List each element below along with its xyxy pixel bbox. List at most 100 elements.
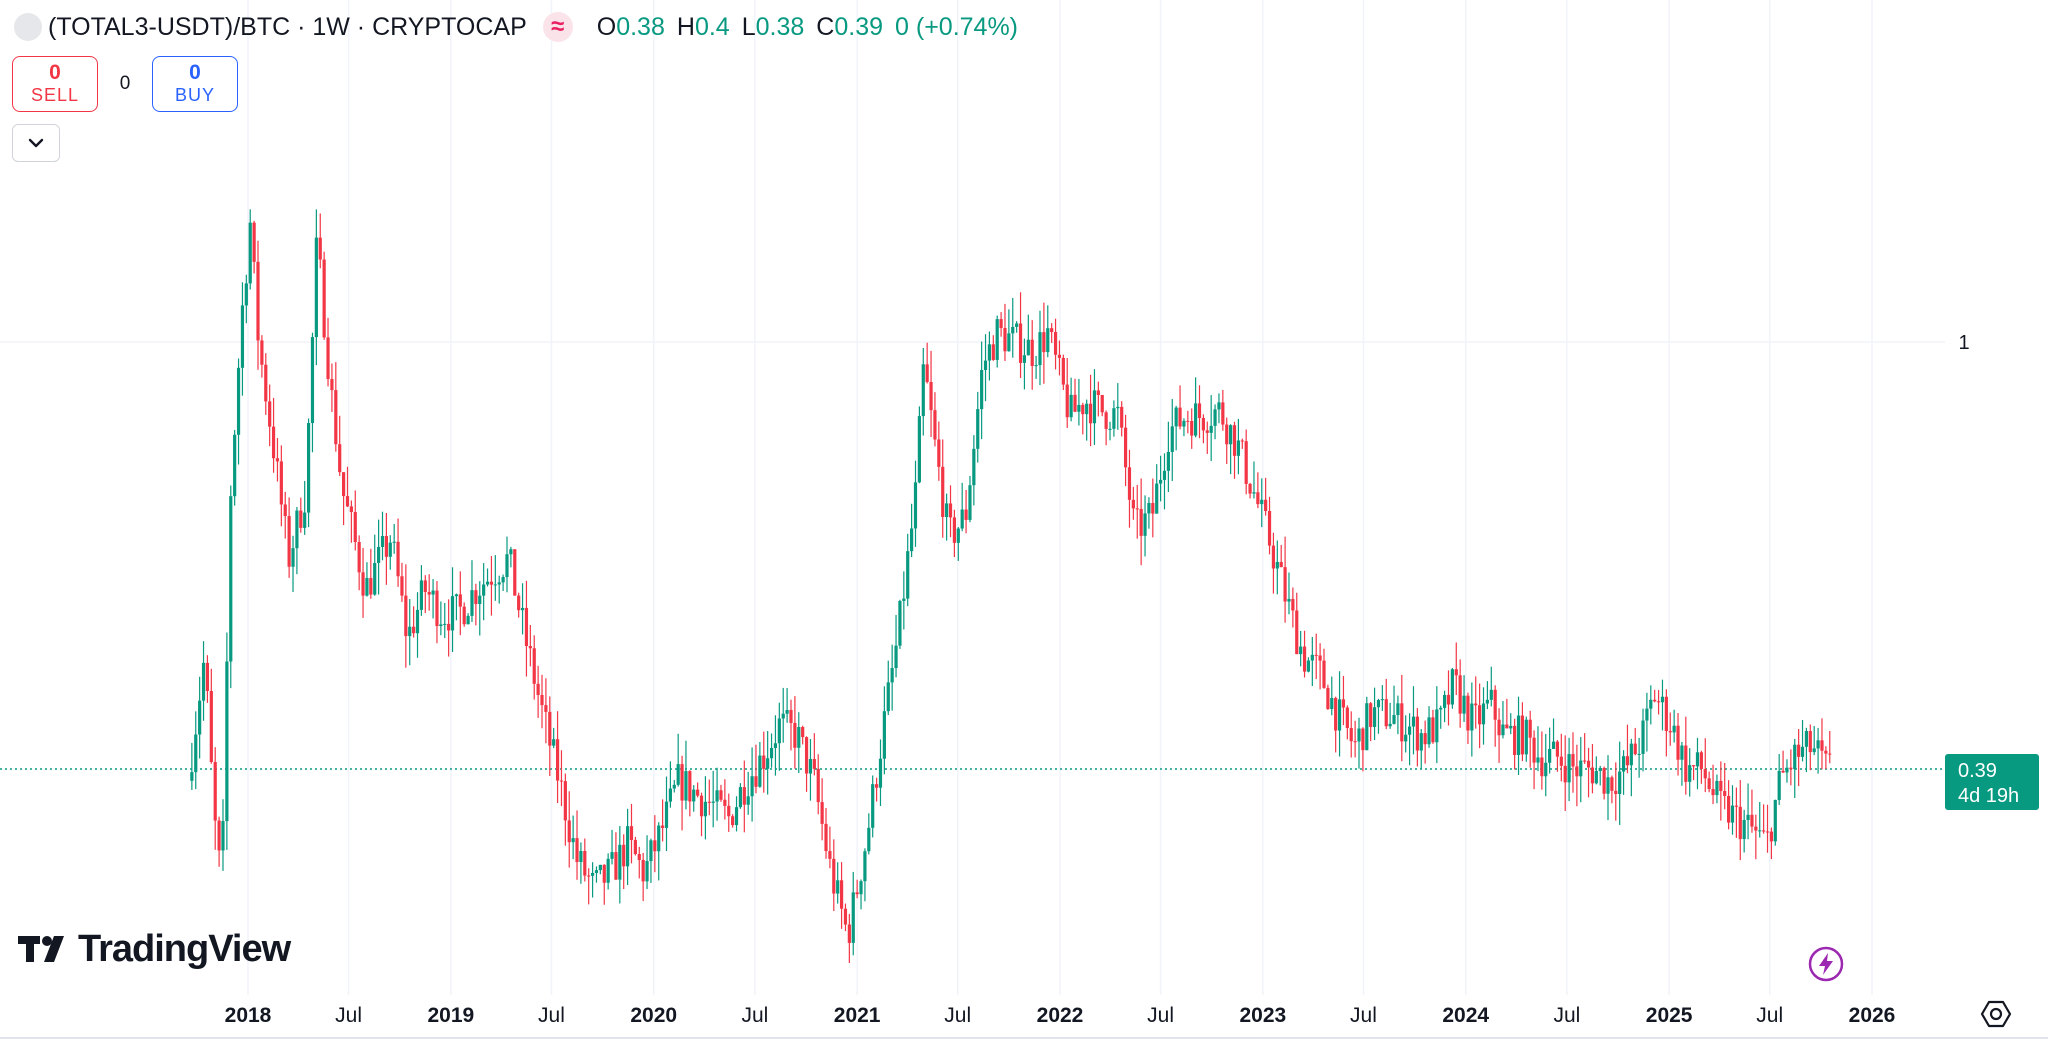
chart-header: (TOTAL3-USDT)/BTC · 1W · CRYPTOCAP ≈ O 0.… [14,8,1018,46]
buy-button[interactable]: 0 BUY [152,56,238,112]
candle-body [762,755,766,769]
candle-body [645,861,649,882]
candle-body [629,826,634,841]
candle-body [649,840,653,862]
candle-body [1738,806,1742,840]
candle-body [1691,765,1696,767]
candle-body [684,771,688,801]
sell-button[interactable]: 0 SELL [12,56,98,112]
candle-body [283,504,287,517]
candle-body [1407,726,1412,735]
candle-body [1715,780,1719,796]
candle-body [1217,402,1221,410]
candle-body [890,668,894,683]
candle-body [696,789,700,796]
candle-body [832,858,836,894]
symbol-title[interactable]: (TOTAL3-USDT)/BTC · 1W · CRYPTOCAP [48,12,527,41]
candle-body [1656,701,1661,703]
candle-body [1699,752,1703,770]
x-tick-label: 2020 [630,1004,677,1027]
approx-equals-icon[interactable]: ≈ [542,12,573,42]
candle-body [1411,716,1416,727]
candle-body [1081,404,1085,415]
candle-body [672,784,676,789]
x-tick-label: 2024 [1442,1004,1489,1027]
candle-body [750,776,754,797]
candle-body [777,718,781,744]
candle-body [1781,770,1785,773]
candle-body [345,496,350,507]
candle-body [664,801,669,828]
ohlc-low-value: 0.38 [755,12,805,41]
candle-body [571,838,575,843]
candle-body [906,551,910,599]
candle-body [1641,720,1645,754]
candle-body [699,795,704,817]
candle-body [1003,328,1007,352]
candle-body [972,448,976,486]
candle-body [443,623,447,625]
candle-body [213,762,217,821]
x-tick-label: 2026 [1849,1004,1896,1027]
candle-body [423,580,427,593]
candle-body [839,880,844,909]
candle-body [622,844,626,867]
candle-body [633,840,637,855]
time-axis: 2018 Jul 2019 Jul 2020 Jul 2021 Jul 2022 Jul 2023 J… [225,1004,1896,1027]
candle-body [509,549,513,555]
candle-body [1322,660,1326,688]
candle-body [1754,826,1758,831]
candle-body [1703,769,1707,779]
candle-body [917,416,921,483]
candle-body [1672,725,1676,733]
tradingview-logo[interactable]: TradingView [18,928,291,971]
candle-body [1621,756,1626,772]
candle-body [1645,708,1649,721]
collapse-toggle-button[interactable] [12,124,60,162]
candle-body [641,859,645,882]
candle-body [1318,655,1322,661]
candle-body [295,510,299,549]
candle-body [1127,467,1132,500]
settings-gear-icon[interactable] [1980,998,2012,1030]
candle-body [1201,418,1205,431]
candle-body [221,821,225,851]
candle-body [1509,725,1513,729]
candle-body [1614,790,1618,794]
candle-body [1734,805,1738,807]
candle-body [1668,731,1672,733]
candle-body [602,864,606,883]
candle-body [1637,753,1641,755]
candle-body [692,789,696,802]
x-tick-label: Jul [1756,1004,1783,1027]
candle-body [1038,332,1042,366]
candle-body [1384,699,1388,727]
candle-body [952,517,957,543]
candle-body [1758,830,1762,832]
candle-body [1022,355,1027,363]
candle-body [548,711,552,746]
candle-body [1419,733,1423,751]
candle-body [995,319,999,360]
candle-body [1260,499,1264,505]
candle-body [244,283,248,306]
candle-body [1450,669,1454,705]
candle-body [583,851,587,876]
candle-body [1353,741,1357,743]
candle-body [789,710,793,723]
candle-body [454,594,459,597]
candle-body [462,606,466,625]
candle-body [1516,715,1521,755]
candle-body [388,542,392,557]
candle-body [983,360,988,371]
candle-body [1372,707,1377,727]
candle-body [715,790,719,802]
y-tick-label: 1 [1958,332,1969,354]
candle-body [614,852,618,880]
candle-body [279,461,283,505]
candle-body [377,546,381,563]
candle-body [341,472,346,497]
candle-body [948,503,953,518]
lightning-icon[interactable] [1808,946,1844,982]
